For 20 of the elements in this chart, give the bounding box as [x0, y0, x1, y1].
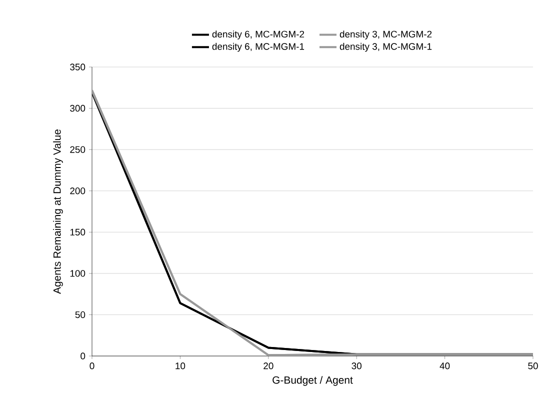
x-tick-label: 40: [440, 362, 450, 370]
y-tick-label: 350: [70, 64, 86, 70]
legend-label: density 3, MC-MGM-1: [340, 42, 432, 52]
x-tick-label: 10: [176, 362, 186, 370]
y-tick-label: 0: [80, 352, 86, 360]
legend-label: density 3, MC-MGM-2: [340, 30, 432, 40]
x-tick-label: 20: [264, 362, 274, 370]
y-tick-label: 200: [70, 188, 86, 194]
y-axis-title: Agents Remaining at Dummy Value: [53, 130, 63, 294]
x-tick-label: 50: [528, 362, 538, 370]
y-tick-label: 250: [70, 146, 86, 153]
y-tick-label: 150: [70, 228, 86, 236]
legend-label: density 6, MC-MGM-1: [212, 42, 304, 52]
y-tick-label: 300: [70, 104, 86, 112]
x-tick-label: 30: [352, 362, 362, 370]
x-tick-label: 0: [90, 362, 94, 370]
x-axis-title: G-Budget / Agent: [272, 376, 353, 386]
y-tick-label: 100: [70, 270, 86, 277]
legend-label: density 6, MC-MGM-2: [212, 30, 304, 40]
y-tick-label: 50: [75, 311, 86, 318]
